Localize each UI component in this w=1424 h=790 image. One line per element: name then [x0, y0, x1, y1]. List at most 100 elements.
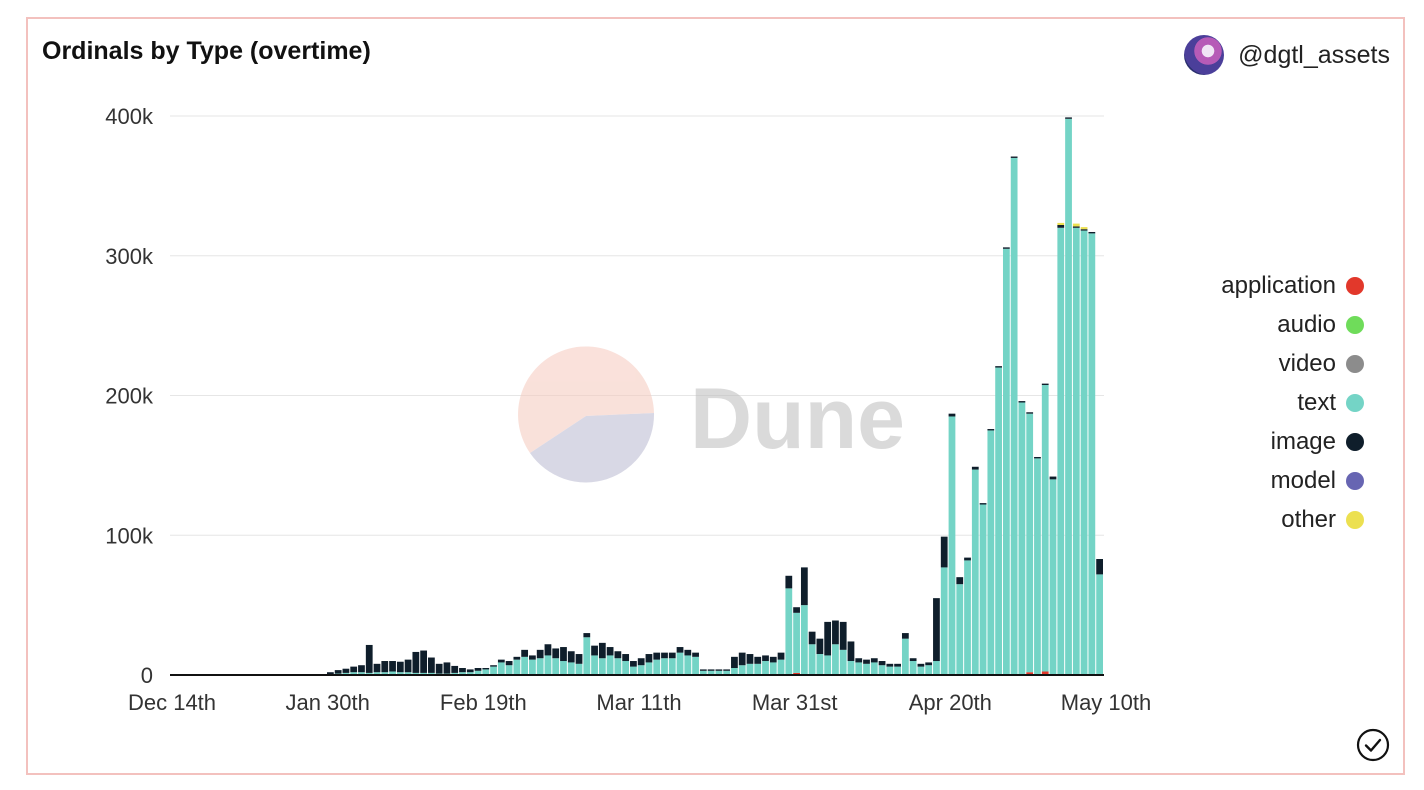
bar-text[interactable]	[420, 672, 428, 675]
bar-text[interactable]	[358, 672, 365, 675]
bar-image[interactable]	[754, 656, 762, 664]
bar-image[interactable]	[979, 503, 987, 505]
bar-text[interactable]	[583, 637, 591, 675]
bar-text[interactable]	[940, 567, 948, 675]
bar-image[interactable]	[1018, 401, 1026, 403]
legend-item-video[interactable]: video	[1221, 344, 1364, 383]
bar-other[interactable]	[1080, 227, 1088, 230]
bar-text[interactable]	[746, 663, 754, 675]
bar-text[interactable]	[396, 672, 404, 675]
bar-text[interactable]	[762, 661, 769, 675]
bar-image[interactable]	[948, 413, 956, 417]
bar-image[interactable]	[661, 652, 668, 659]
bar-text[interactable]	[451, 672, 459, 675]
bar-text[interactable]	[1034, 458, 1041, 675]
bar-image[interactable]	[583, 633, 591, 638]
bar-image[interactable]	[645, 654, 653, 663]
bar-image[interactable]	[808, 631, 816, 645]
bar-text[interactable]	[622, 661, 630, 675]
bar-image[interactable]	[746, 654, 754, 664]
bar-text[interactable]	[777, 659, 785, 675]
bar-text[interactable]	[731, 668, 738, 675]
bar-text[interactable]	[738, 665, 746, 675]
bar-text[interactable]	[971, 469, 979, 675]
bar-text[interactable]	[1088, 233, 1096, 675]
legend-item-model[interactable]: model	[1221, 461, 1364, 500]
bar-image[interactable]	[1049, 476, 1057, 480]
bar-text[interactable]	[482, 669, 490, 675]
bar-image[interactable]	[909, 658, 917, 662]
bar-text[interactable]	[800, 605, 808, 676]
bar-text[interactable]	[839, 649, 847, 675]
legend-item-audio[interactable]: audio	[1221, 305, 1364, 344]
bar-image[interactable]	[428, 657, 435, 673]
bar-text[interactable]	[373, 672, 381, 675]
bar-image[interactable]	[933, 598, 940, 662]
bar-image[interactable]	[995, 366, 1002, 368]
bar-image[interactable]	[490, 665, 497, 667]
bar-text[interactable]	[901, 638, 909, 675]
bar-image[interactable]	[1041, 383, 1049, 386]
bar-text[interactable]	[560, 661, 567, 675]
bar-image[interactable]	[1026, 412, 1034, 414]
bar-application[interactable]	[1026, 672, 1034, 675]
bar-image[interactable]	[1034, 456, 1041, 459]
bar-image[interactable]	[1072, 226, 1080, 228]
bar-text[interactable]	[754, 663, 762, 675]
bar-image[interactable]	[863, 659, 870, 664]
bar-text[interactable]	[676, 652, 684, 675]
bar-image[interactable]	[474, 668, 482, 671]
bar-image[interactable]	[420, 650, 428, 673]
bar-image[interactable]	[358, 665, 365, 673]
bar-image[interactable]	[1010, 156, 1018, 158]
bar-image[interactable]	[606, 647, 614, 656]
bar-image[interactable]	[560, 647, 567, 662]
bar-image[interactable]	[513, 656, 521, 660]
bar-other[interactable]	[1057, 222, 1065, 226]
bar-text[interactable]	[661, 658, 668, 675]
bar-text[interactable]	[956, 584, 964, 675]
bar-text[interactable]	[925, 665, 933, 675]
bar-text[interactable]	[653, 659, 661, 675]
bar-text[interactable]	[1057, 227, 1065, 676]
bar-text[interactable]	[715, 670, 723, 675]
bar-image[interactable]	[832, 620, 839, 645]
legend-item-image[interactable]: image	[1221, 422, 1364, 461]
bar-image[interactable]	[521, 649, 529, 657]
bar-image[interactable]	[365, 644, 373, 673]
bar-text[interactable]	[785, 588, 793, 675]
bar-text[interactable]	[863, 663, 870, 675]
bar-text[interactable]	[505, 665, 513, 675]
bar-image[interactable]	[443, 662, 451, 674]
bar-image[interactable]	[940, 536, 948, 568]
bar-image[interactable]	[544, 644, 552, 656]
bar-image[interactable]	[855, 658, 863, 663]
bar-image[interactable]	[373, 663, 381, 673]
bar-image[interactable]	[350, 666, 358, 673]
bar-text[interactable]	[404, 672, 412, 675]
bar-image[interactable]	[793, 607, 800, 613]
bar-text[interactable]	[490, 666, 497, 675]
bar-text[interactable]	[1065, 118, 1072, 676]
bar-image[interactable]	[466, 669, 474, 673]
bar-image[interactable]	[381, 661, 389, 673]
bar-image[interactable]	[878, 661, 886, 666]
bar-image[interactable]	[482, 668, 490, 670]
bar-image[interactable]	[637, 658, 645, 666]
bar-image[interactable]	[567, 651, 575, 663]
bar-text[interactable]	[948, 416, 956, 675]
bar-text[interactable]	[381, 672, 389, 675]
bar-image[interactable]	[886, 663, 894, 667]
bar-image[interactable]	[738, 652, 746, 666]
bar-text[interactable]	[793, 612, 800, 673]
legend-item-application[interactable]: application	[1221, 266, 1364, 305]
bar-text[interactable]	[684, 655, 692, 675]
bar-image[interactable]	[334, 670, 342, 674]
bar-text[interactable]	[645, 662, 653, 675]
bar-image[interactable]	[598, 642, 606, 659]
bar-text[interactable]	[1072, 227, 1080, 676]
bar-image[interactable]	[1057, 225, 1065, 228]
bar-text[interactable]	[1041, 385, 1049, 672]
bar-image[interactable]	[552, 648, 560, 659]
bar-text[interactable]	[342, 672, 350, 675]
